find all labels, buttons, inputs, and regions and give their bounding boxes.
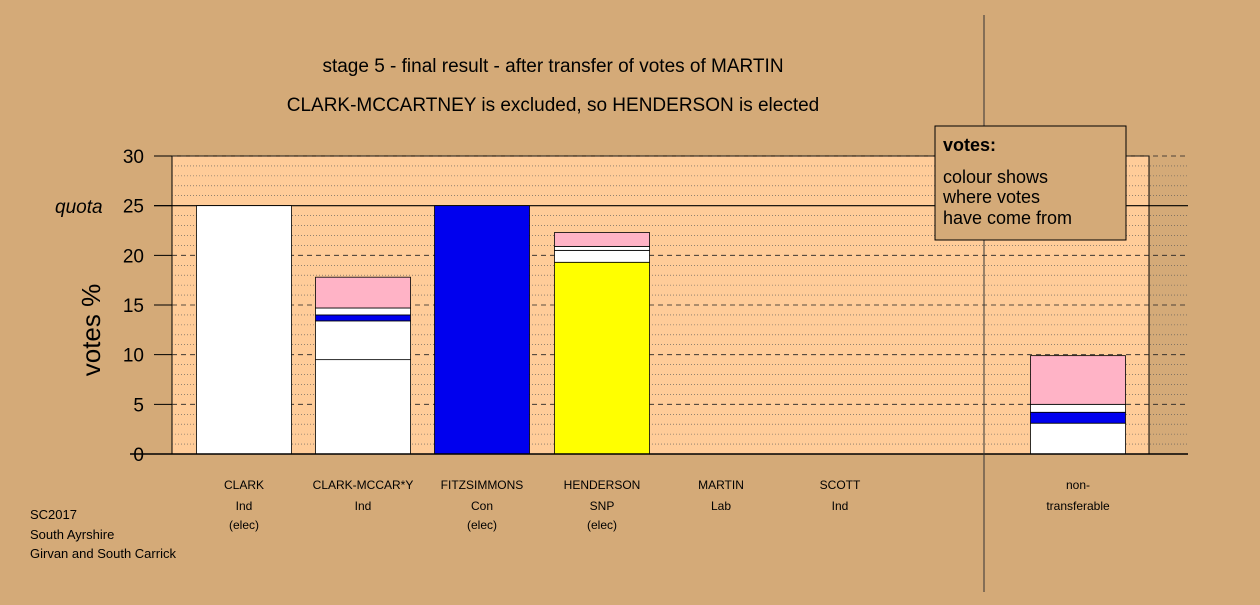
y-tick-label: 25 xyxy=(123,197,144,218)
bar-segment xyxy=(1030,403,1126,413)
bar-segment xyxy=(315,320,411,361)
x-tick-party: SNP xyxy=(590,499,615,513)
legend-line: colour shows xyxy=(943,167,1048,187)
y-tick-label: 15 xyxy=(123,296,144,317)
legend-line: have come from xyxy=(943,208,1072,228)
bar-segment xyxy=(434,205,530,455)
x-tick-party: Ind xyxy=(355,499,372,513)
legend-box: votes: colour shows where votes have com… xyxy=(934,125,1127,241)
x-tick-note: (elec) xyxy=(587,518,617,532)
chart-subtitle: CLARK-MCCARTNEY is excluded, so HENDERSO… xyxy=(287,95,820,116)
footer-line: South Ayrshire xyxy=(30,527,114,542)
bar-segment xyxy=(1030,422,1126,455)
x-tick-label: HENDERSON xyxy=(564,478,641,492)
x-tick-label: MARTIN xyxy=(698,478,744,492)
x-tick-note: (elec) xyxy=(467,518,497,532)
x-tick-label: transferable xyxy=(1046,499,1110,513)
x-tick-label: FITZSIMMONS xyxy=(441,478,524,492)
bar-non-transferable xyxy=(1030,355,1126,455)
bar-segment xyxy=(196,205,292,455)
y-tick-label: 0 xyxy=(133,445,144,466)
x-tick-party: Ind xyxy=(236,499,253,513)
bar-segment xyxy=(554,245,650,251)
bar-segment xyxy=(554,261,650,455)
bar-segment xyxy=(554,232,650,247)
x-tick-note: (elec) xyxy=(229,518,259,532)
y-tick-labels: 0 5 10 15 20 25 30 xyxy=(123,147,172,466)
bar-segment xyxy=(1030,355,1126,405)
bars xyxy=(196,205,1126,455)
x-tick-party: Lab xyxy=(711,499,731,513)
x-tick-party: Con xyxy=(471,499,493,513)
x-tick-labels: CLARK Ind (elec) CLARK-MCCAR*Y Ind FITZSIMMON… xyxy=(224,478,1110,532)
y-tick-label: 10 xyxy=(123,346,144,367)
bar-segment xyxy=(554,249,650,263)
chart-title: stage 5 - final result - after transfer … xyxy=(322,56,783,77)
bar-segment xyxy=(315,314,411,322)
legend-line: where votes xyxy=(942,187,1040,207)
y-axis-label: votes % xyxy=(76,284,106,377)
footer: SC2017 South Ayrshire Girvan and South C… xyxy=(30,507,176,561)
x-tick-label: SCOTT xyxy=(820,478,861,492)
x-tick-label: CLARK xyxy=(224,478,264,492)
bar-segment xyxy=(1030,411,1126,424)
bar-clark-mccar-y xyxy=(315,276,411,455)
y-tick-label: 20 xyxy=(123,246,144,267)
x-tick-label: non- xyxy=(1066,478,1090,492)
bar-clark xyxy=(196,205,292,455)
footer-line: Girvan and South Carrick xyxy=(30,546,176,561)
x-tick-party: Ind xyxy=(832,499,849,513)
legend-heading: votes: xyxy=(943,135,996,155)
bar-fitzsimmons xyxy=(434,205,530,455)
footer-line: SC2017 xyxy=(30,507,77,522)
x-tick-label: CLARK-MCCAR*Y xyxy=(313,478,414,492)
bar-segment xyxy=(315,276,411,309)
y-tick-label: 5 xyxy=(133,395,144,416)
bar-segment xyxy=(315,307,411,316)
y-tick-label: 30 xyxy=(123,147,144,168)
bar-segment xyxy=(315,359,411,455)
quota-label: quota xyxy=(55,197,103,218)
bar-henderson xyxy=(554,232,650,455)
